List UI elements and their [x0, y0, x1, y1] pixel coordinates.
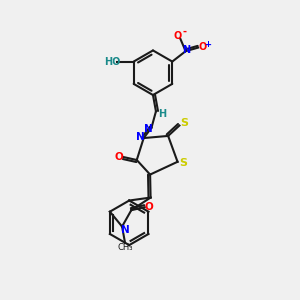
- Text: CH₃: CH₃: [117, 243, 133, 252]
- Text: O: O: [115, 152, 123, 162]
- Text: N: N: [182, 45, 190, 55]
- Text: O: O: [174, 31, 182, 41]
- Text: S: S: [179, 158, 187, 168]
- Text: S: S: [180, 118, 188, 128]
- Text: O: O: [145, 202, 154, 212]
- Text: N: N: [136, 132, 145, 142]
- Text: HO: HO: [104, 57, 120, 67]
- Text: O: O: [199, 42, 207, 52]
- Text: H: H: [158, 109, 166, 119]
- Text: +: +: [204, 40, 211, 49]
- Text: N: N: [143, 124, 152, 134]
- Text: -: -: [182, 27, 187, 37]
- Text: N: N: [121, 225, 130, 235]
